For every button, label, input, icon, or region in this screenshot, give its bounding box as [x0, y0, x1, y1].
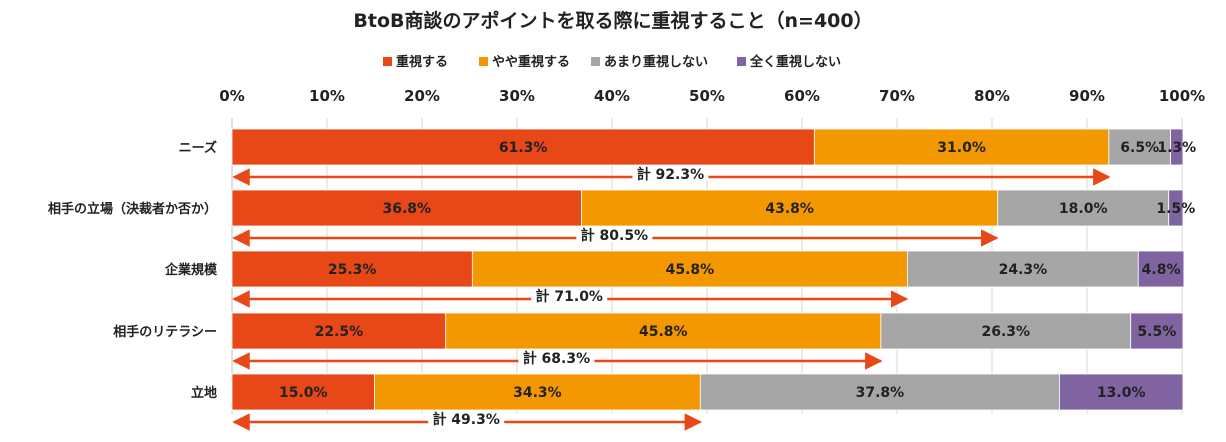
labels: BtoB商談のアポイントを取る際に重視すること（n=400） 重視する やや重視す… — [48, 9, 1205, 428]
x-tick-label: 90% — [1069, 87, 1105, 105]
data-label: 13.0% — [1097, 385, 1146, 401]
x-tick-label: 70% — [879, 87, 915, 105]
data-label: 15.0% — [279, 385, 328, 401]
data-label: 25.3% — [328, 262, 377, 278]
total-label-bg — [576, 227, 653, 242]
bar-segment — [1168, 189, 1184, 227]
total-label-bg — [531, 288, 608, 303]
total-label-bg — [428, 411, 505, 426]
category-label: 相手のリテラシー — [113, 324, 217, 340]
total-arrows — [232, 166, 1111, 431]
total-label: 計 71.0% — [536, 288, 603, 305]
x-tick-label: 30% — [499, 87, 535, 105]
x-tick-label: 60% — [784, 87, 820, 105]
category-label: 立地 — [191, 385, 217, 401]
total-label: 計 80.5% — [581, 227, 648, 244]
x-tick-label: 20% — [404, 87, 440, 105]
data-label: 5.5% — [1137, 324, 1176, 340]
category-label: 相手の立場（決裁者か否か） — [48, 201, 217, 217]
total-label: 計 68.3% — [523, 350, 590, 367]
data-label: 1.5% — [1156, 201, 1195, 217]
data-label: 1.3% — [1157, 140, 1196, 156]
legend-label: あまり重視しない — [604, 54, 708, 70]
x-tick-label: 10% — [309, 87, 345, 105]
bar-segment — [231, 128, 815, 166]
bar-segment — [581, 189, 999, 227]
total-label-bg — [518, 350, 595, 365]
total-label: 計 92.3% — [637, 166, 704, 183]
x-tick-label: 0% — [219, 87, 244, 105]
data-label: 45.8% — [666, 262, 715, 278]
category-label: ニーズ — [179, 140, 217, 156]
data-label: 26.3% — [981, 324, 1030, 340]
bar-segment — [997, 189, 1170, 227]
legend-label: やや重視する — [492, 54, 570, 70]
data-label: 31.0% — [937, 140, 986, 156]
data-label: 34.3% — [513, 385, 562, 401]
legend-label: 重視する — [396, 54, 448, 70]
data-label: 61.3% — [499, 140, 548, 156]
total-label-bg — [632, 166, 709, 181]
data-label: 45.8% — [639, 324, 688, 340]
bar-segment — [471, 250, 908, 288]
legend-swatch — [591, 57, 600, 66]
bar-segment — [1170, 128, 1184, 166]
x-tick-label: 100% — [1159, 87, 1205, 105]
legend-swatch — [737, 57, 746, 66]
x-tick-label: 40% — [594, 87, 630, 105]
category-label: 企業規模 — [164, 262, 218, 278]
bar-segment — [1130, 312, 1184, 350]
bar-segment — [813, 128, 1110, 166]
data-label: 6.5% — [1120, 140, 1159, 156]
bar-segment — [231, 373, 375, 411]
bar-segment — [1059, 373, 1184, 411]
x-tick-label: 80% — [974, 87, 1010, 105]
bar-segment — [231, 250, 473, 288]
bar-segment — [699, 373, 1060, 411]
legend-swatch — [383, 57, 392, 66]
total-label: 計 49.3% — [432, 411, 499, 428]
data-label: 36.8% — [383, 201, 432, 217]
data-label: 4.8% — [1142, 262, 1181, 278]
data-label: 43.8% — [765, 201, 814, 217]
data-label: 37.8% — [856, 385, 905, 401]
data-label: 22.5% — [315, 324, 364, 340]
data-label: 24.3% — [999, 262, 1048, 278]
bar-segment — [1137, 250, 1185, 288]
bar-segment — [231, 312, 447, 350]
data-label: 18.0% — [1059, 201, 1108, 217]
x-tick-label: 50% — [689, 87, 725, 105]
bar-segment — [374, 373, 701, 411]
chart-title: BtoB商談のアポイントを取る際に重視すること（n=400） — [353, 9, 872, 32]
bars — [231, 128, 1185, 411]
bar-segment — [907, 250, 1139, 288]
legend-label: 全く重視しない — [749, 54, 841, 70]
legend-swatch — [479, 57, 488, 66]
